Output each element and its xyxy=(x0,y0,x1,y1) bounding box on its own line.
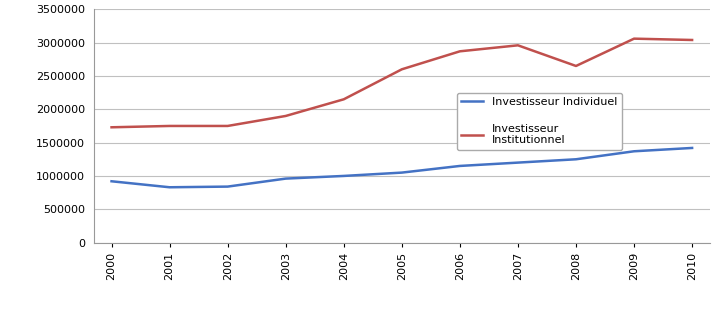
Investisseur
Institutionnel xyxy=(688,38,696,42)
Investisseur
Institutionnel xyxy=(107,125,116,129)
Investisseur
Institutionnel xyxy=(397,67,406,71)
Investisseur
Institutionnel xyxy=(282,114,290,118)
Legend: Investisseur Individuel, Investisseur
Institutionnel: Investisseur Individuel, Investisseur In… xyxy=(457,93,622,150)
Investisseur Individuel xyxy=(282,177,290,180)
Investisseur Individuel xyxy=(630,149,639,153)
Investisseur Individuel xyxy=(455,164,464,168)
Investisseur Individuel xyxy=(572,157,581,161)
Investisseur
Institutionnel xyxy=(630,37,639,40)
Investisseur Individuel xyxy=(223,185,232,188)
Investisseur
Institutionnel xyxy=(572,64,581,68)
Investisseur Individuel xyxy=(688,146,696,150)
Investisseur Individuel xyxy=(107,179,116,183)
Investisseur Individuel xyxy=(513,161,522,165)
Line: Investisseur
Institutionnel: Investisseur Institutionnel xyxy=(111,39,692,127)
Investisseur Individuel xyxy=(340,174,348,178)
Line: Investisseur Individuel: Investisseur Individuel xyxy=(111,148,692,187)
Investisseur
Institutionnel xyxy=(165,124,174,128)
Investisseur
Institutionnel xyxy=(455,49,464,53)
Investisseur Individuel xyxy=(397,171,406,174)
Investisseur Individuel xyxy=(165,185,174,189)
Investisseur
Institutionnel xyxy=(223,124,232,128)
Investisseur
Institutionnel xyxy=(340,97,348,101)
Investisseur
Institutionnel xyxy=(513,44,522,47)
